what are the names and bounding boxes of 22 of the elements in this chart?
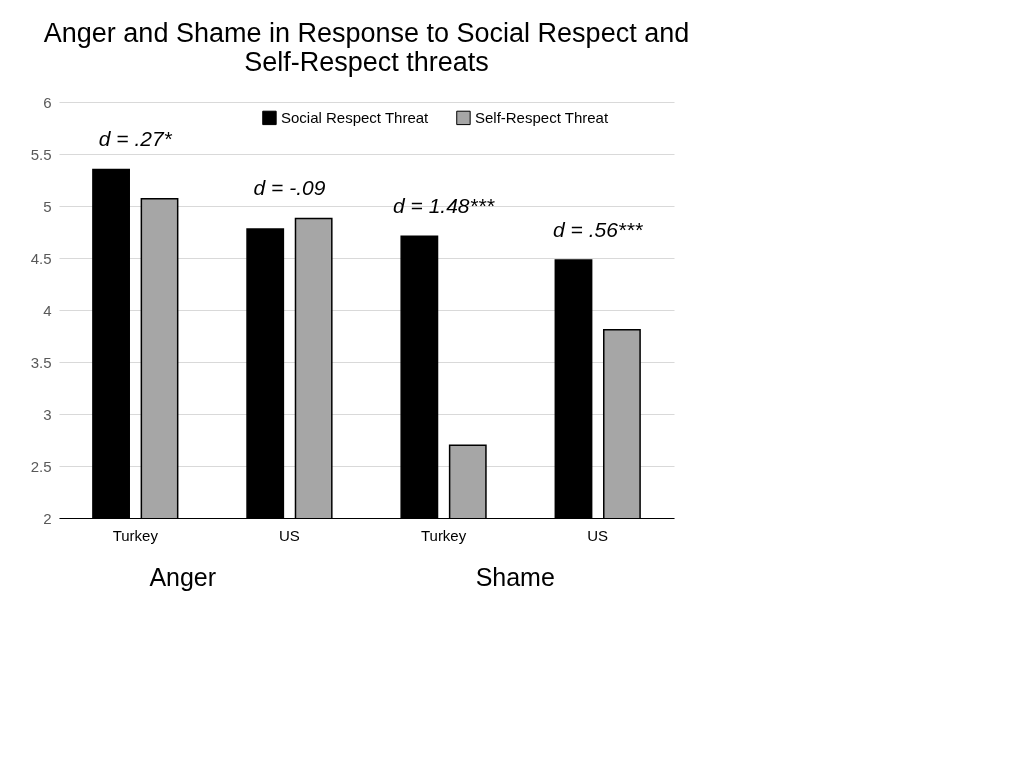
y-tick-label: 3.5 [30,353,52,371]
text: Shame [475,563,555,591]
x-tick-label: US [279,526,300,544]
y-tick-label: 2 [43,509,52,527]
annotation: d = 1.48*** [393,194,495,218]
legend-label: Social Respect Threat [280,108,430,126]
y-tick-label: 2.5 [30,457,52,475]
y-tick-label: 4.5 [30,249,52,267]
x-tick-label: Turkey [112,526,159,544]
annotation: d = .27* [98,127,173,151]
y-tick-label: 4 [43,301,52,319]
y-tick-label: 5 [43,197,52,215]
y-tick-label: 5.5 [30,145,52,163]
chart-title: Anger and Shame in Response to Social Respect and Self-Respect threats [43,18,690,77]
annotation: d = .56*** [553,217,644,241]
y-tick-label: 6 [43,93,52,111]
y-tick-label: 3 [43,405,52,423]
x-tick-label: Turkey [420,526,467,544]
annotation: d = -.09 [253,176,326,200]
x-tick-label: US [587,526,609,544]
legend-label: Self-Respect Threat [474,108,609,126]
text: Anger [149,563,217,591]
